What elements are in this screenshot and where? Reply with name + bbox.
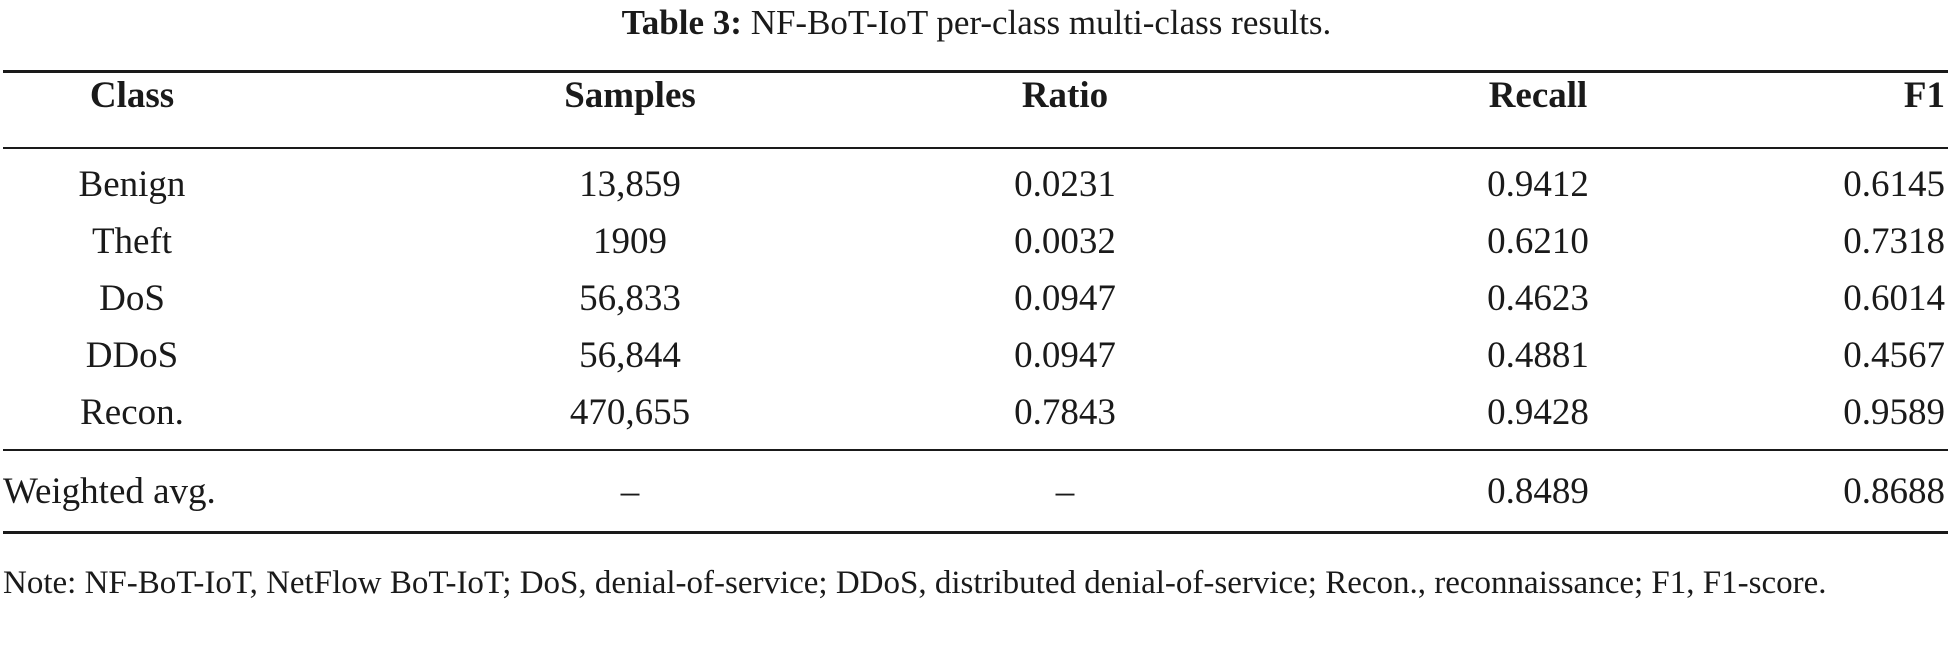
row-ddos-ratio: 0.0947 bbox=[1014, 335, 1116, 376]
row-theft-f1: 0.7318 bbox=[1843, 221, 1945, 262]
row-benign-class: Benign bbox=[78, 164, 186, 205]
header-rule bbox=[3, 147, 1948, 149]
summary-recall: 0.8489 bbox=[1487, 471, 1589, 512]
header-samples: Samples bbox=[564, 75, 696, 116]
row-recon-ratio: 0.7843 bbox=[1014, 392, 1116, 433]
row-benign-ratio: 0.0231 bbox=[1014, 164, 1116, 205]
row-ddos-recall: 0.4881 bbox=[1487, 335, 1589, 376]
table-caption: Table 3: NF-BoT-IoT per-class multi-clas… bbox=[0, 2, 1953, 44]
row-ddos-f1: 0.4567 bbox=[1843, 335, 1945, 376]
row-recon-class: Recon. bbox=[80, 392, 184, 433]
table-caption-text: NF-BoT-IoT per-class multi-class results… bbox=[750, 3, 1332, 42]
header-f1: F1 bbox=[1903, 75, 1945, 116]
row-dos-ratio: 0.0947 bbox=[1014, 278, 1116, 319]
header-class: Class bbox=[89, 75, 175, 116]
row-dos-samples: 56,833 bbox=[579, 278, 681, 319]
row-dos-class: DoS bbox=[99, 278, 165, 319]
header-recall: Recall bbox=[1488, 75, 1588, 116]
row-theft-samples: 1909 bbox=[593, 221, 667, 262]
row-ddos-samples: 56,844 bbox=[579, 335, 681, 376]
row-theft-class: Theft bbox=[91, 221, 173, 262]
summary-samples: – bbox=[620, 471, 640, 512]
row-recon-samples: 470,655 bbox=[569, 392, 691, 433]
row-benign-f1: 0.6145 bbox=[1843, 164, 1945, 205]
row-theft-ratio: 0.0032 bbox=[1014, 221, 1116, 262]
row-dos-recall: 0.4623 bbox=[1487, 278, 1589, 319]
header-ratio: Ratio bbox=[1021, 75, 1109, 116]
row-benign-recall: 0.9412 bbox=[1487, 164, 1589, 205]
bottom-rule bbox=[3, 531, 1948, 534]
row-benign-samples: 13,859 bbox=[579, 164, 681, 205]
row-recon-recall: 0.9428 bbox=[1487, 392, 1589, 433]
summary-f1: 0.8688 bbox=[1843, 471, 1945, 512]
row-ddos-class: DDoS bbox=[85, 335, 179, 376]
table-note: Note: NF-BoT-IoT, NetFlow BoT-IoT; DoS, … bbox=[3, 565, 1827, 601]
row-recon-f1: 0.9589 bbox=[1843, 392, 1945, 433]
row-dos-f1: 0.6014 bbox=[1843, 278, 1945, 319]
summary-ratio: – bbox=[1055, 471, 1075, 512]
table-caption-label: Table 3: bbox=[621, 3, 742, 42]
row-theft-recall: 0.6210 bbox=[1487, 221, 1589, 262]
summary-label: Weighted avg. bbox=[3, 471, 216, 512]
top-rule bbox=[3, 70, 1948, 73]
body-rule bbox=[3, 449, 1948, 451]
